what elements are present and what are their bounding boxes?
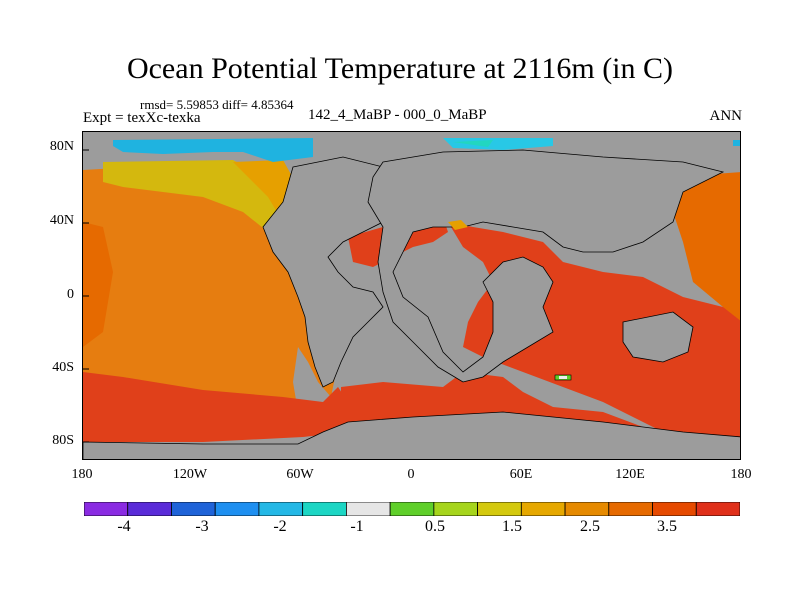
colorbar-swatch (652, 501, 697, 517)
colorbar-swatch (83, 501, 129, 517)
map-panel (82, 131, 741, 460)
experiment-label: Expt = texXc-texka (83, 110, 201, 126)
colorbar-label: 0.5 (425, 518, 445, 535)
lat-label-0: 0 (67, 287, 74, 302)
arctic-cyan-east (733, 140, 740, 146)
lat-label-40n: 40N (49, 213, 74, 228)
lon-label-120e: 120E (615, 467, 645, 482)
colorbar-swatch (695, 501, 741, 517)
lon-label-60w: 60W (286, 467, 314, 482)
colorbar-label: -3 (195, 518, 209, 535)
colorbar-swatch (389, 501, 435, 517)
season-label: ANN (709, 108, 743, 124)
north-pacific-yellow (103, 160, 293, 242)
colorbar-swatch (171, 501, 216, 517)
colorbar (83, 501, 741, 521)
colorbar-swatch (214, 501, 260, 517)
plot-title: Ocean Potential Temperature at 2116m (in… (126, 52, 674, 85)
lat-label-80s: 80S (52, 433, 74, 448)
colorbar-label: 2.5 (580, 518, 600, 535)
lon-label-180e: 180 (730, 467, 752, 482)
lon-label-60e: 60E (509, 467, 533, 482)
africa-eurasia-land (367, 149, 725, 383)
southern-ocean-white-patch (559, 376, 567, 379)
lat-label-80n: 80N (49, 139, 74, 154)
colorbar-swatch (520, 501, 566, 517)
east-pacific-orange (673, 172, 740, 321)
colorbar-label: -4 (117, 518, 131, 535)
colorbar-label: 3.5 (657, 518, 677, 535)
colorbar-swatch (564, 501, 610, 517)
arctic-cyan-region (113, 138, 313, 162)
stats-text: rmsd= 5.59853 diff= 4.85364 (140, 97, 294, 112)
colorbar-swatch (258, 501, 304, 517)
pacific-southern-band (83, 372, 348, 442)
colorbar-label: -2 (273, 518, 287, 535)
map-svg (83, 132, 740, 459)
mediterranean-gold (448, 220, 468, 230)
lat-label-40s: 40S (52, 360, 74, 375)
difference-label: 142_4_MaBP - 000_0_MaBP (308, 107, 487, 123)
colorbar-swatch (302, 501, 347, 517)
arctic-light-cyan (443, 138, 553, 150)
antarctica-land (83, 411, 740, 459)
australia-land (622, 311, 694, 363)
colorbar-swatch (433, 501, 478, 517)
colorbar-swatch (127, 501, 172, 517)
lon-label-120w: 120W (172, 467, 208, 482)
lon-label-0: 0 (407, 467, 415, 482)
colorbar-swatch (345, 501, 391, 517)
colorbar-label: -1 (350, 518, 364, 535)
colorbar-swatch (608, 501, 653, 517)
pacific-west-band (83, 222, 113, 347)
colorbar-label: 1.5 (502, 518, 522, 535)
colorbar-swatch (477, 501, 522, 517)
arctic-teal (453, 140, 493, 147)
lon-label-180w: 180 (71, 467, 93, 482)
colorbar-svg (83, 501, 741, 517)
